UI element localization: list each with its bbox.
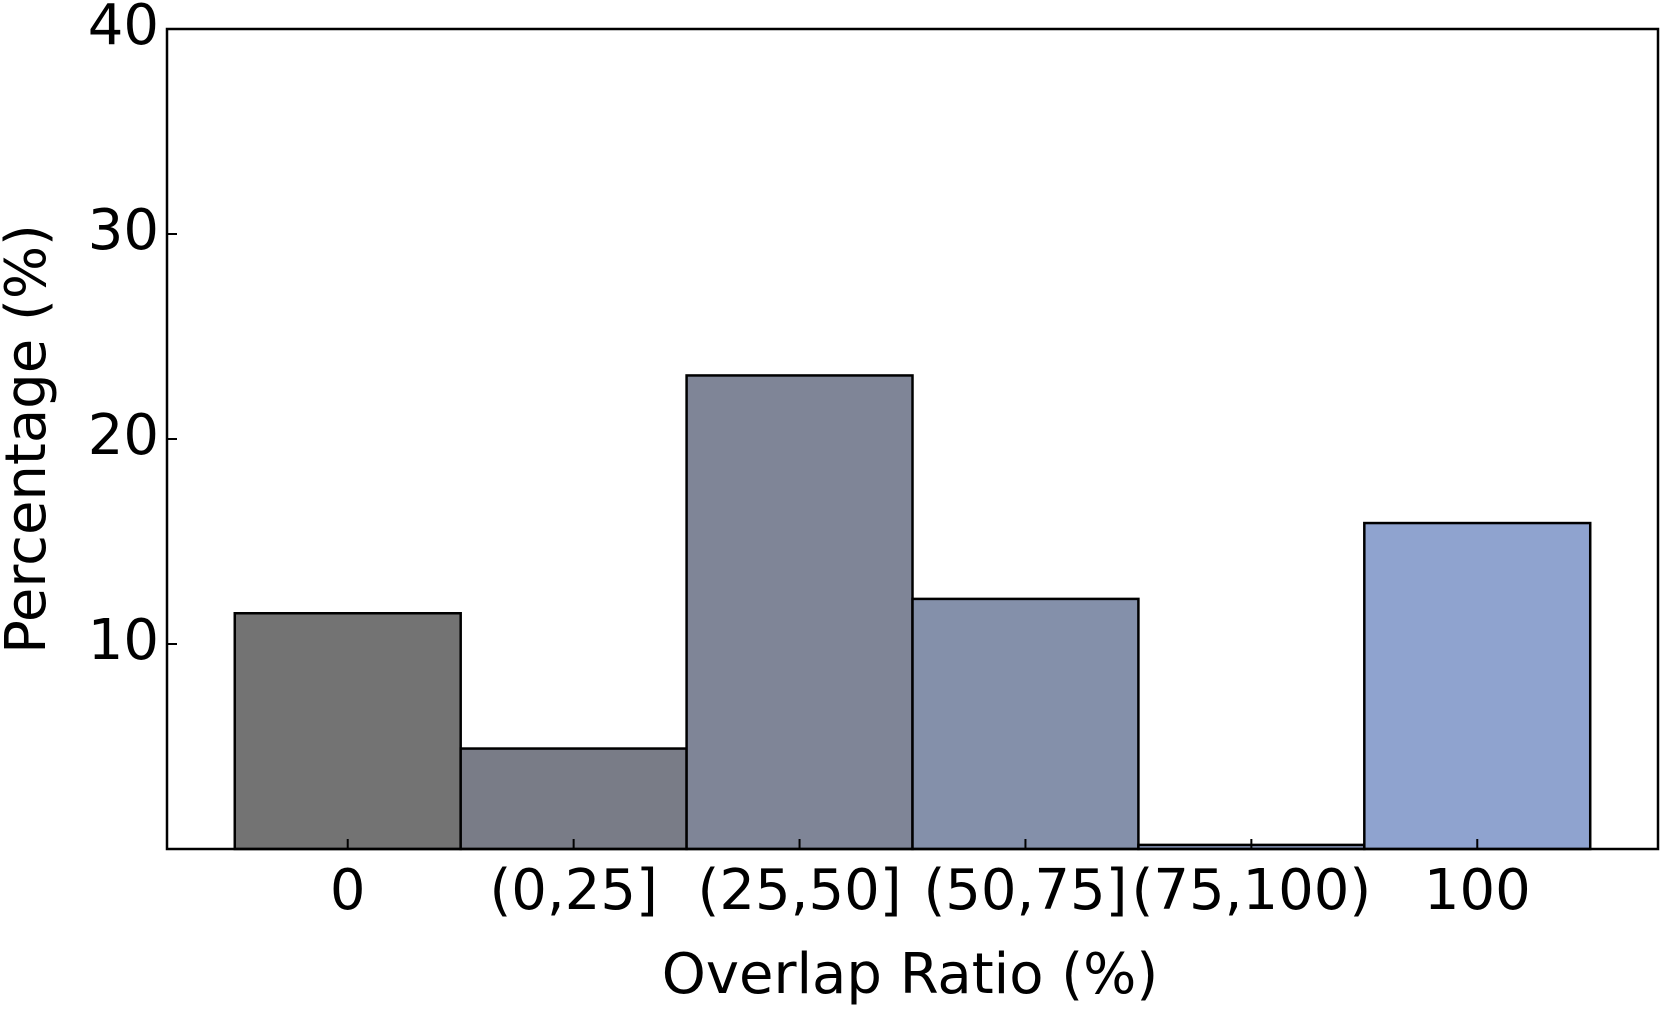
x-tick-label: (25,50] (698, 858, 902, 923)
bar (911, 597, 1140, 851)
y-tick-label: 20 (88, 403, 159, 468)
bar (1363, 521, 1592, 851)
x-axis-label: Overlap Ratio (%) (662, 942, 1158, 1007)
y-tick-label: 10 (88, 608, 159, 673)
y-axis-label: Percentage (%) (0, 224, 59, 654)
x-tick-label: (75,100) (1132, 858, 1372, 923)
x-tick-label: (50,75] (923, 858, 1127, 923)
bar (685, 374, 914, 851)
x-tick-label: (0,25] (489, 858, 657, 923)
bar (459, 747, 688, 851)
bar (233, 612, 462, 851)
x-tick-label: 0 (330, 858, 366, 923)
y-tick-label: 40 (88, 0, 159, 58)
y-tick-label: 30 (88, 198, 159, 263)
plot-frame (165, 27, 1660, 851)
x-tick-label: 100 (1424, 858, 1531, 923)
